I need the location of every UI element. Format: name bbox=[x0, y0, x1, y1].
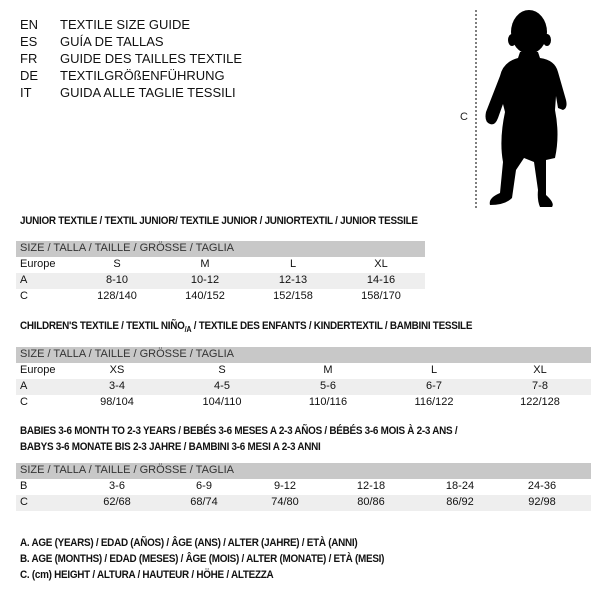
children-title-rest: / TEXTILE DES ENFANTS / KINDERTEXTIL / B… bbox=[191, 320, 473, 332]
row-label: Europe bbox=[20, 364, 56, 376]
language-code: DE bbox=[20, 68, 39, 83]
table-cell: 128/140 bbox=[97, 290, 137, 302]
table-cell: 158/170 bbox=[361, 290, 401, 302]
table-cell: L bbox=[289, 258, 297, 270]
row-label: A bbox=[20, 274, 28, 286]
header-label: SIZE / TALLA / TAILLE / GRÖSSE / TAGLIA bbox=[20, 242, 234, 254]
babies-title-line1: BABIES 3-6 MONTH TO 2-3 YEARS / BEBÉS 3-… bbox=[20, 425, 458, 437]
table-cell: 68/74 bbox=[190, 496, 218, 508]
table-cell: 12-18 bbox=[356, 480, 386, 492]
header-label: SIZE / TALLA / TAILLE / GRÖSSE / TAGLIA bbox=[20, 464, 234, 476]
child-silhouette-icon bbox=[485, 10, 567, 207]
table-cell: XS bbox=[109, 364, 125, 376]
table-cell: M bbox=[323, 364, 333, 376]
table-cell: 3-6 bbox=[109, 480, 125, 492]
table-cell: S bbox=[218, 364, 226, 376]
table-header-row: SIZE / TALLA / TAILLE / GRÖSSE / TAGLIA bbox=[16, 463, 591, 479]
table-cell: 74/80 bbox=[271, 496, 299, 508]
table-row: A 8-10 10-12 12-13 14-16 bbox=[16, 273, 425, 289]
language-code: FR bbox=[20, 51, 38, 66]
legend-a: A. AGE (YEARS) / EDAD (AÑOS) / ÂGE (ANS)… bbox=[20, 537, 358, 549]
babies-title-line2: BABYS 3-6 MONATE BIS 2-3 JAHRE / BAMBINI… bbox=[20, 441, 321, 453]
table-row: Europe S M L XL bbox=[16, 257, 425, 273]
table-row: B 3-6 6-9 9-12 12-18 18-24 24-36 bbox=[16, 479, 591, 495]
children-title-sub: /A bbox=[184, 325, 192, 335]
language-code: IT bbox=[20, 85, 32, 100]
table-cell: XL bbox=[533, 364, 547, 376]
language-title: TEXTILGRÖßENFÜHRUNG bbox=[60, 68, 225, 83]
table-cell: 18-24 bbox=[445, 480, 475, 492]
language-code: ES bbox=[20, 34, 38, 49]
table-cell: 152/158 bbox=[273, 290, 313, 302]
table-cell: 7-8 bbox=[532, 380, 548, 392]
row-label: C bbox=[20, 396, 28, 408]
table-cell: L bbox=[430, 364, 438, 376]
table-cell: 8-10 bbox=[105, 274, 129, 286]
table-cell: 10-12 bbox=[190, 274, 220, 286]
height-marker-label: C bbox=[460, 111, 468, 123]
language-title: GUÍA DE TALLAS bbox=[60, 34, 164, 49]
table-row: Europe XS S M L XL bbox=[16, 363, 591, 379]
table-cell: 86/92 bbox=[446, 496, 474, 508]
table-cell: 110/116 bbox=[308, 396, 348, 408]
child-silhouette-figure: C bbox=[460, 10, 567, 208]
table-row: C 128/140 140/152 152/158 158/170 bbox=[16, 289, 425, 305]
language-title: GUIDA ALLE TAGLIE TESSILI bbox=[60, 85, 236, 100]
table-cell: 80/86 bbox=[357, 496, 385, 508]
table-cell: M bbox=[200, 258, 210, 270]
table-cell: 62/68 bbox=[103, 496, 131, 508]
children-title: CHILDREN'S TEXTILE / TEXTIL NIÑO/A / TEX… bbox=[20, 320, 472, 334]
table-cell: 98/104 bbox=[100, 396, 134, 408]
legend-c: C. (cm) HEIGHT / ALTURA / HAUTEUR / HÖHE… bbox=[20, 569, 274, 581]
table-row: A 3-4 4-5 5-6 6-7 7-8 bbox=[16, 379, 591, 395]
junior-title: JUNIOR TEXTILE / TEXTIL JUNIOR/ TEXTILE … bbox=[20, 215, 418, 227]
table-cell: 92/98 bbox=[528, 496, 556, 508]
table-cell: 6-9 bbox=[196, 480, 212, 492]
row-label: C bbox=[20, 496, 28, 508]
row-label: A bbox=[20, 380, 28, 392]
table-cell: 24-36 bbox=[527, 480, 557, 492]
row-label: C bbox=[20, 290, 28, 302]
table-row: C 62/68 68/74 74/80 80/86 86/92 92/98 bbox=[16, 495, 591, 511]
row-label: Europe bbox=[20, 258, 56, 270]
row-label: B bbox=[20, 480, 28, 492]
table-cell: 116/122 bbox=[414, 396, 454, 408]
table-cell: 12-13 bbox=[278, 274, 308, 286]
table-cell: XL bbox=[374, 258, 388, 270]
table-cell: 6-7 bbox=[426, 380, 442, 392]
table-cell: 3-4 bbox=[109, 380, 125, 392]
table-header-row: SIZE / TALLA / TAILLE / GRÖSSE / TAGLIA bbox=[16, 241, 425, 257]
table-cell: S bbox=[113, 258, 121, 270]
table-cell: 9-12 bbox=[273, 480, 297, 492]
table-cell: 14-16 bbox=[366, 274, 396, 286]
language-title: GUIDE DES TAILLES TEXTILE bbox=[60, 51, 243, 66]
table-cell: 4-5 bbox=[214, 380, 230, 392]
legend-b: B. AGE (MONTHS) / EDAD (MESES) / ÂGE (MO… bbox=[20, 553, 385, 565]
table-row: C 98/104 104/110 110/116 116/122 122/128 bbox=[16, 395, 591, 411]
header-label: SIZE / TALLA / TAILLE / GRÖSSE / TAGLIA bbox=[20, 348, 234, 360]
table-cell: 122/128 bbox=[520, 396, 560, 408]
babies-size-table: SIZE / TALLA / TAILLE / GRÖSSE / TAGLIA B… bbox=[16, 463, 591, 511]
table-cell: 5-6 bbox=[320, 380, 336, 392]
language-title: TEXTILE SIZE GUIDE bbox=[60, 17, 191, 32]
table-cell: 104/110 bbox=[202, 396, 242, 408]
children-title-main: CHILDREN'S TEXTILE / TEXTIL NIÑO bbox=[20, 320, 185, 332]
junior-size-table: SIZE / TALLA / TAILLE / GRÖSSE / TAGLIA E… bbox=[16, 241, 425, 305]
language-code: EN bbox=[20, 17, 39, 32]
table-cell: 140/152 bbox=[185, 290, 225, 302]
table-header-row: SIZE / TALLA / TAILLE / GRÖSSE / TAGLIA bbox=[16, 347, 591, 363]
children-size-table: SIZE / TALLA / TAILLE / GRÖSSE / TAGLIA E… bbox=[16, 347, 591, 411]
